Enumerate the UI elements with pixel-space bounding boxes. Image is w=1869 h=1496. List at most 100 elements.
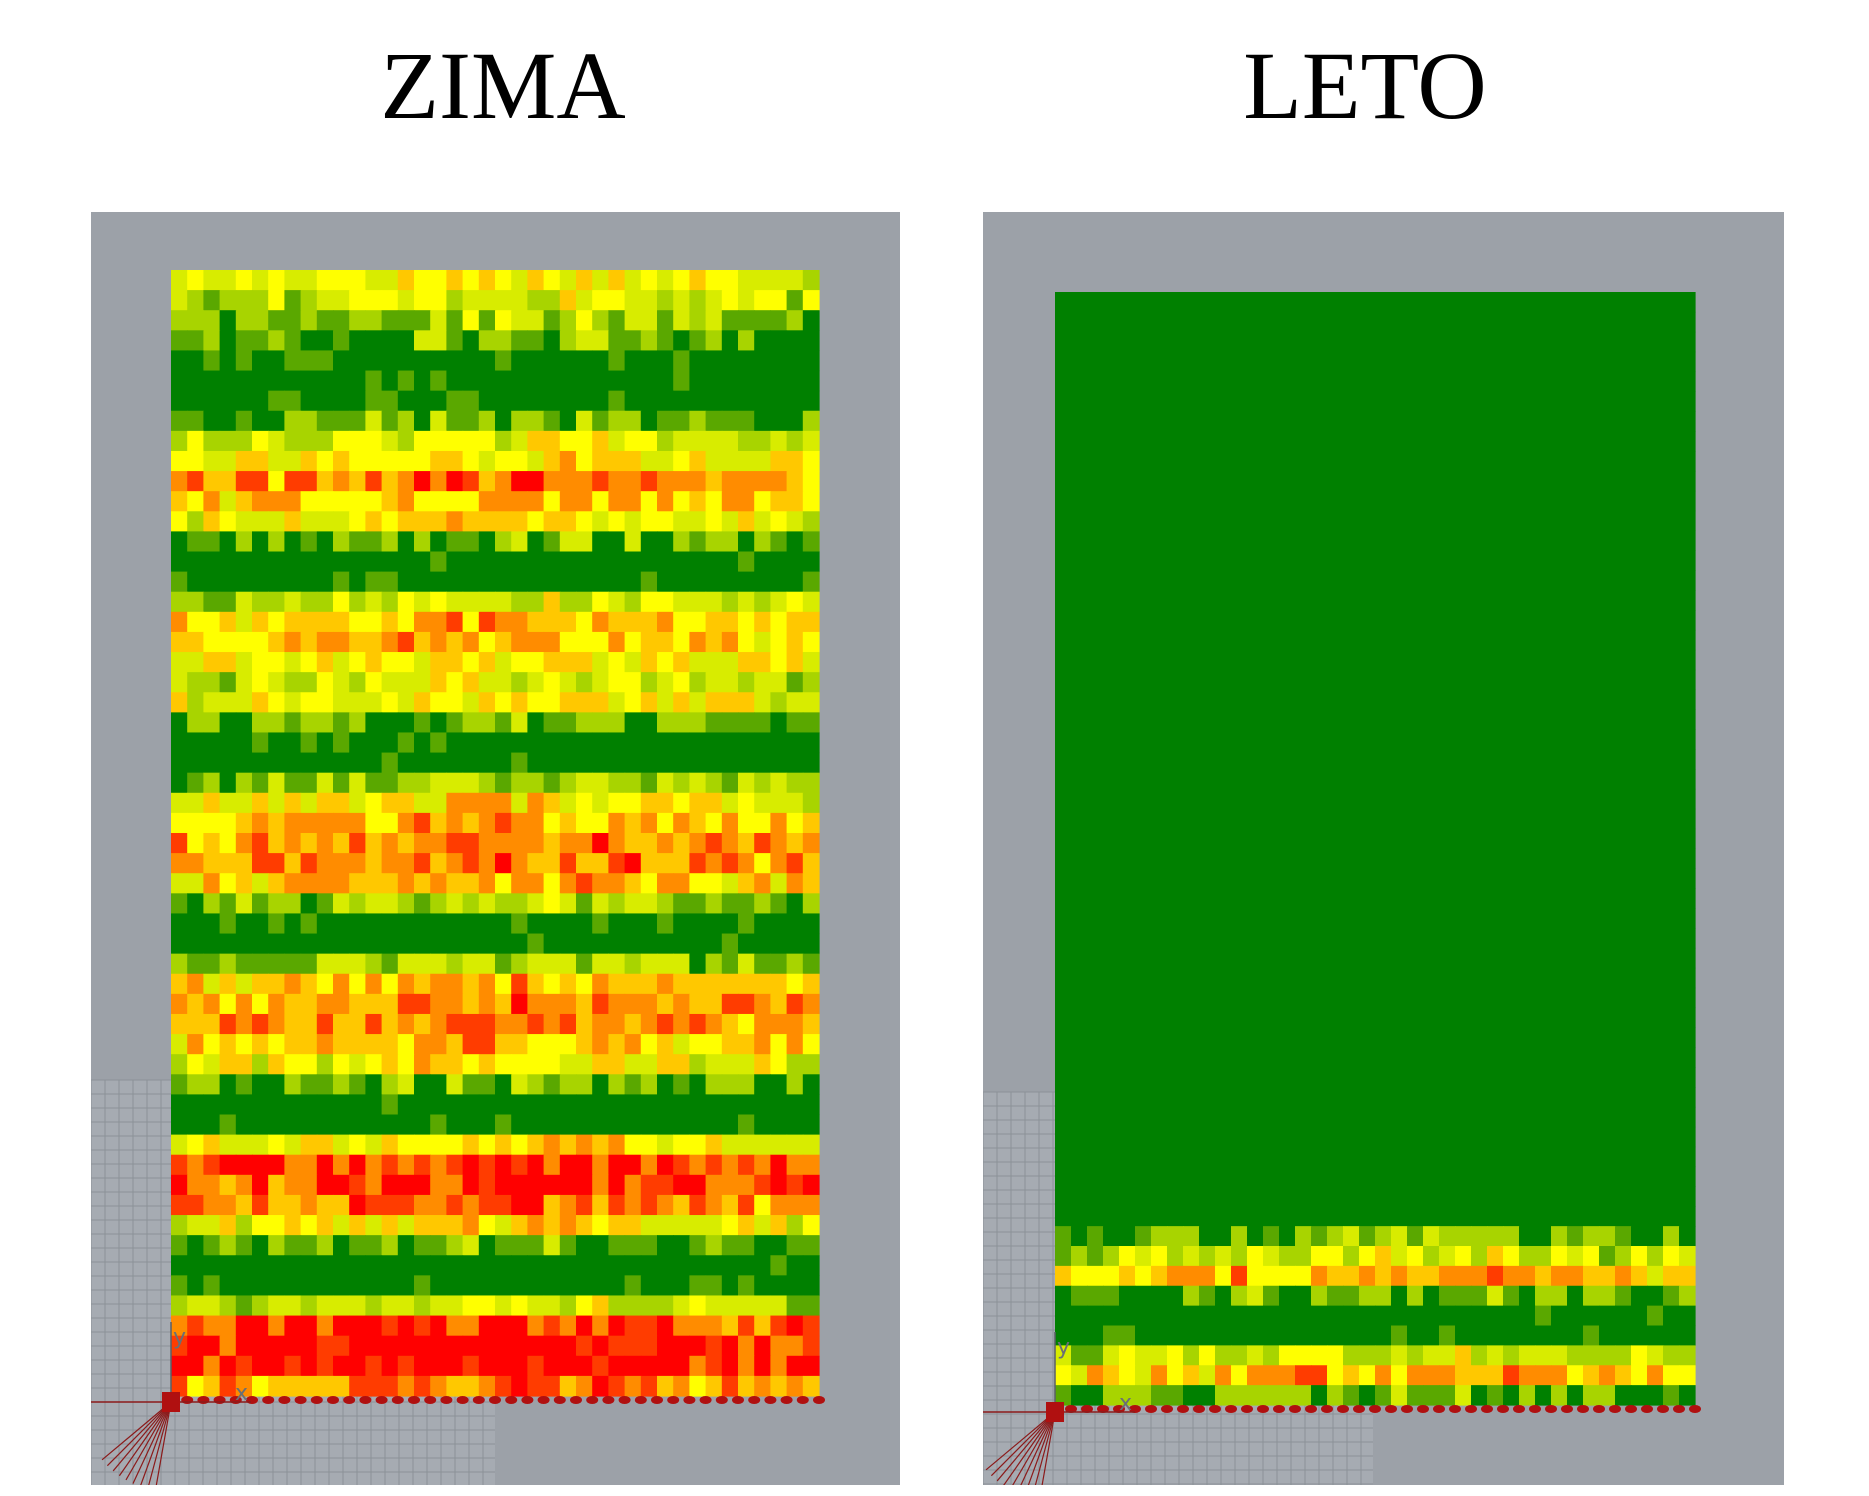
heatmap-cell bbox=[381, 692, 399, 713]
heatmap-cell bbox=[1679, 1305, 1696, 1327]
heatmap-cell bbox=[721, 270, 739, 291]
heatmap-cell bbox=[1535, 351, 1552, 373]
heatmap-cell bbox=[511, 571, 528, 593]
heatmap-cell bbox=[1439, 292, 1456, 313]
heatmap-cell bbox=[462, 1295, 480, 1317]
heatmap-cell bbox=[203, 873, 221, 894]
heatmap-cell bbox=[786, 973, 804, 995]
heatmap-cell bbox=[1311, 1265, 1328, 1287]
heatmap-cell bbox=[187, 1375, 204, 1397]
heatmap-cell bbox=[657, 1013, 674, 1035]
heatmap-cell bbox=[397, 1335, 415, 1357]
heatmap-cell bbox=[705, 953, 723, 975]
heatmap-cell bbox=[673, 471, 690, 492]
heatmap-cell bbox=[1199, 709, 1216, 730]
heatmap-cell bbox=[1519, 1206, 1536, 1227]
heatmap-cell bbox=[1391, 848, 1408, 869]
heatmap-cell bbox=[187, 330, 204, 352]
heatmap-cell bbox=[203, 350, 221, 372]
heatmap-cell bbox=[657, 450, 674, 472]
heatmap-cell bbox=[657, 1054, 674, 1075]
heatmap-cell bbox=[511, 812, 528, 834]
heatmap-cell bbox=[1663, 649, 1680, 671]
heatmap-cell bbox=[1471, 1106, 1488, 1128]
heatmap-cell bbox=[559, 270, 577, 291]
heatmap-cell bbox=[1407, 848, 1424, 869]
heatmap-cell bbox=[738, 1335, 755, 1357]
heatmap-cell bbox=[1343, 431, 1360, 452]
heatmap-cell bbox=[268, 1174, 285, 1196]
heatmap-cell bbox=[1455, 967, 1472, 989]
heatmap-cell bbox=[284, 491, 302, 512]
heatmap-cell bbox=[268, 1355, 285, 1377]
heatmap-cell bbox=[1055, 649, 1072, 671]
heatmap-cell bbox=[1439, 1106, 1456, 1128]
heatmap-cell bbox=[349, 893, 366, 915]
heatmap-cell bbox=[527, 1074, 545, 1095]
heatmap-cell bbox=[1263, 928, 1280, 949]
heatmap-cell bbox=[1055, 292, 1072, 313]
heatmap-cell bbox=[770, 551, 788, 573]
heatmap-cell bbox=[1167, 431, 1184, 452]
heatmap-cell bbox=[1183, 1345, 1200, 1366]
heatmap-cell bbox=[1311, 292, 1328, 313]
heatmap-cell bbox=[1183, 1285, 1200, 1307]
heatmap-cell bbox=[1167, 749, 1184, 770]
heatmap-cell bbox=[576, 350, 593, 372]
heatmap-cell bbox=[1311, 490, 1328, 512]
heatmap-cell bbox=[1631, 292, 1648, 313]
heatmap-cell bbox=[1423, 351, 1440, 373]
heatmap-cell bbox=[576, 772, 593, 794]
heatmap-cell bbox=[1199, 590, 1216, 611]
heatmap-cell bbox=[543, 893, 561, 915]
heatmap-cell bbox=[414, 511, 431, 532]
heatmap-cell bbox=[333, 893, 350, 915]
heatmap-cell bbox=[1215, 947, 1232, 969]
heatmap-cell bbox=[1615, 987, 1632, 1009]
heatmap-cell bbox=[786, 1013, 804, 1035]
heatmap-cell bbox=[1135, 947, 1152, 969]
heatmap-cell bbox=[786, 1154, 804, 1176]
support-point bbox=[1593, 1405, 1605, 1413]
heatmap-cell bbox=[770, 471, 788, 492]
heatmap-cell bbox=[1407, 610, 1424, 631]
heatmap-cell bbox=[1647, 1305, 1664, 1327]
heatmap-cell bbox=[1487, 629, 1504, 651]
heatmap-cell bbox=[1135, 431, 1152, 452]
heatmap-cell bbox=[235, 672, 253, 693]
heatmap-cell bbox=[1263, 1206, 1280, 1227]
heatmap-cell bbox=[1215, 550, 1232, 571]
heatmap-cell bbox=[559, 1013, 577, 1035]
heatmap-cell bbox=[1119, 1365, 1136, 1386]
heatmap-cell bbox=[1487, 1087, 1504, 1108]
heatmap-cell bbox=[478, 1054, 496, 1075]
support-point bbox=[570, 1396, 582, 1404]
heatmap-cell bbox=[430, 471, 447, 492]
heatmap-cell bbox=[738, 611, 755, 633]
heatmap-cell bbox=[1439, 411, 1456, 432]
heatmap-cell bbox=[673, 1335, 690, 1357]
heatmap-cell bbox=[1135, 1305, 1152, 1327]
heatmap-cell bbox=[624, 471, 642, 492]
heatmap-cell bbox=[640, 370, 658, 392]
heatmap-cell bbox=[576, 1275, 593, 1297]
heatmap-cell bbox=[592, 410, 609, 432]
heatmap-cell bbox=[300, 993, 318, 1015]
heatmap-cell bbox=[1631, 1027, 1648, 1048]
heatmap-cell bbox=[365, 390, 383, 412]
heatmap-cell bbox=[1279, 1166, 1296, 1187]
heatmap-cell bbox=[802, 772, 820, 794]
heatmap-cell bbox=[1455, 1226, 1472, 1247]
heatmap-cell bbox=[1567, 1345, 1584, 1366]
heatmap-cell bbox=[1647, 391, 1664, 412]
heatmap-cell bbox=[268, 1335, 285, 1357]
heatmap-cell bbox=[1263, 530, 1280, 551]
support-point bbox=[1385, 1405, 1397, 1413]
heatmap-cell bbox=[543, 1275, 561, 1297]
heatmap-cell bbox=[187, 833, 204, 854]
heatmap-cell bbox=[1135, 1166, 1152, 1187]
heatmap-cell bbox=[576, 551, 593, 573]
heatmap-cell bbox=[1295, 311, 1312, 333]
heatmap-cell bbox=[657, 471, 674, 492]
heatmap-cell bbox=[1679, 1285, 1696, 1307]
